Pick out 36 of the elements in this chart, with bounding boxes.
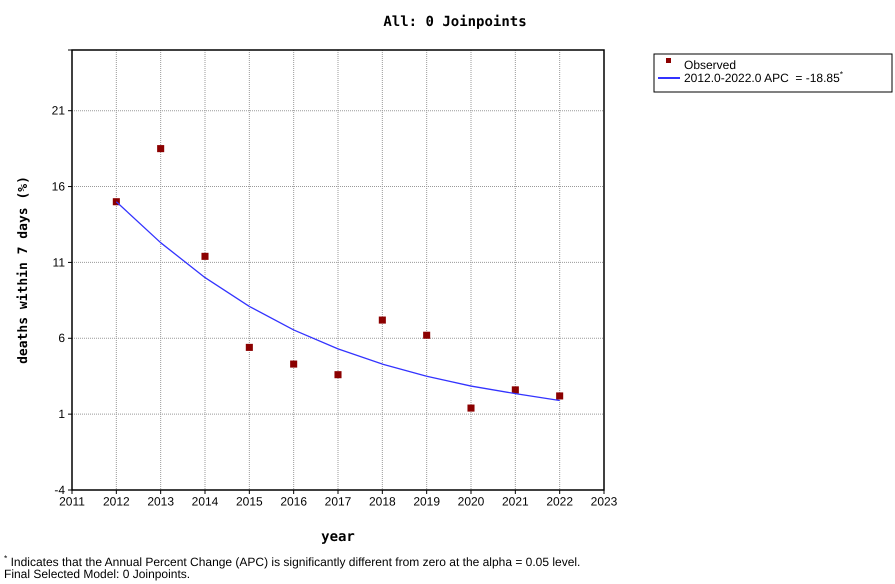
- point: [467, 404, 475, 412]
- legend-label: Observed: [684, 58, 736, 72]
- x-tick-label: 2022: [546, 494, 574, 509]
- point: [556, 392, 564, 400]
- x-tick-label: 2016: [280, 494, 308, 509]
- legend-label: 2012.0-2022.0 APC = -18.85$^{*}$: [684, 69, 844, 85]
- y-axis-title: deaths within 7 days (%): [16, 176, 31, 364]
- point: [157, 145, 164, 152]
- y-tick-label: -4: [54, 482, 66, 497]
- x-tick-label: 2013: [147, 494, 174, 509]
- x-tick-label: 2018: [368, 494, 396, 509]
- text: $^{*}$ Indicates that the Annual Percent Change (APC) is significantly different from zero at the alpha = 0.05 level.: [4, 553, 580, 569]
- x-tick-label: 2021: [502, 494, 530, 509]
- point: [246, 344, 253, 351]
- y-tick-label: 21: [52, 104, 66, 118]
- point: [378, 316, 386, 324]
- x-tick-label: 2020: [458, 494, 485, 509]
- chart-title: All: 0 Joinpoints: [383, 14, 527, 30]
- x-tick-label: 2023: [590, 494, 618, 509]
- y-tick-label: 16: [52, 179, 66, 194]
- y-tick-label: 1: [58, 406, 66, 421]
- y-tick-label: 11: [52, 255, 66, 270]
- x-tick-label: 2019: [413, 494, 440, 509]
- point: [512, 386, 519, 394]
- x-axis-title: year: [321, 529, 355, 545]
- x-tick-label: 2017: [324, 494, 352, 509]
- text: Final Selected Model: 0 Joinpoints.: [4, 567, 190, 581]
- x-tick-label: 2014: [192, 494, 219, 509]
- y-tick-label: 6: [58, 331, 66, 346]
- point: [201, 252, 209, 260]
- x-tick-label: 2012: [102, 494, 130, 509]
- point: [423, 332, 430, 339]
- x-tick-label: 2011: [59, 494, 86, 509]
- x-tick-label: 2015: [236, 494, 264, 509]
- point: [290, 360, 298, 368]
- point: [334, 371, 342, 378]
